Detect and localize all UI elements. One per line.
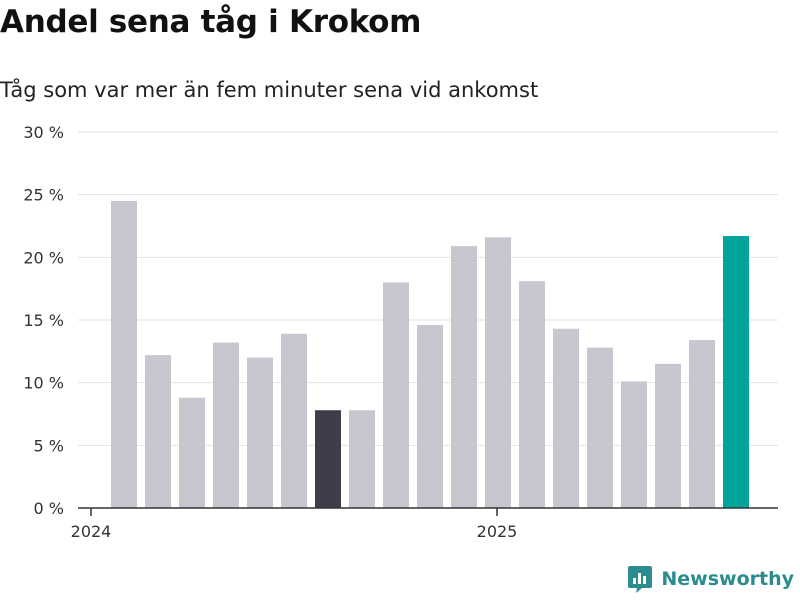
- bar: [723, 236, 749, 508]
- y-tick-label: 5 %: [34, 436, 64, 455]
- chart-title: Andel sena tåg i Krokom: [0, 4, 422, 40]
- newsworthy-logo-icon: [628, 566, 653, 593]
- bar: [485, 237, 511, 508]
- bar: [553, 328, 579, 508]
- x-tick-label: 2024: [71, 522, 112, 541]
- bar: [111, 200, 137, 508]
- bar: [587, 347, 613, 508]
- bar: [145, 355, 171, 508]
- bar: [247, 357, 273, 508]
- bar: [689, 340, 715, 508]
- bar: [349, 410, 375, 508]
- x-tick-label: 2025: [477, 522, 518, 541]
- bar: [519, 281, 545, 508]
- y-tick-label: 20 %: [23, 248, 64, 267]
- bar: [417, 325, 443, 508]
- bar: [451, 246, 477, 508]
- bar: [315, 410, 341, 508]
- y-tick-label: 25 %: [23, 186, 64, 205]
- y-tick-label: 10 %: [23, 374, 64, 393]
- brand-name: Newsworthy: [661, 568, 794, 590]
- bar-chart: 0 % 5 % 10 % 15 % 20 % 25 % 30 % 2024 2025: [23, 123, 778, 541]
- bar: [179, 397, 205, 508]
- bar: [655, 363, 681, 508]
- bar: [383, 282, 409, 508]
- brand: Newsworthy: [627, 564, 794, 594]
- y-tick-label: 15 %: [23, 311, 64, 330]
- chart-subtitle: Tåg som var mer än fem minuter sena vid …: [0, 78, 539, 102]
- bar: [621, 381, 647, 508]
- bar: [213, 342, 239, 508]
- bar: [281, 333, 307, 508]
- y-tick-label: 30 %: [23, 123, 64, 142]
- y-tick-label: 0 %: [34, 499, 64, 518]
